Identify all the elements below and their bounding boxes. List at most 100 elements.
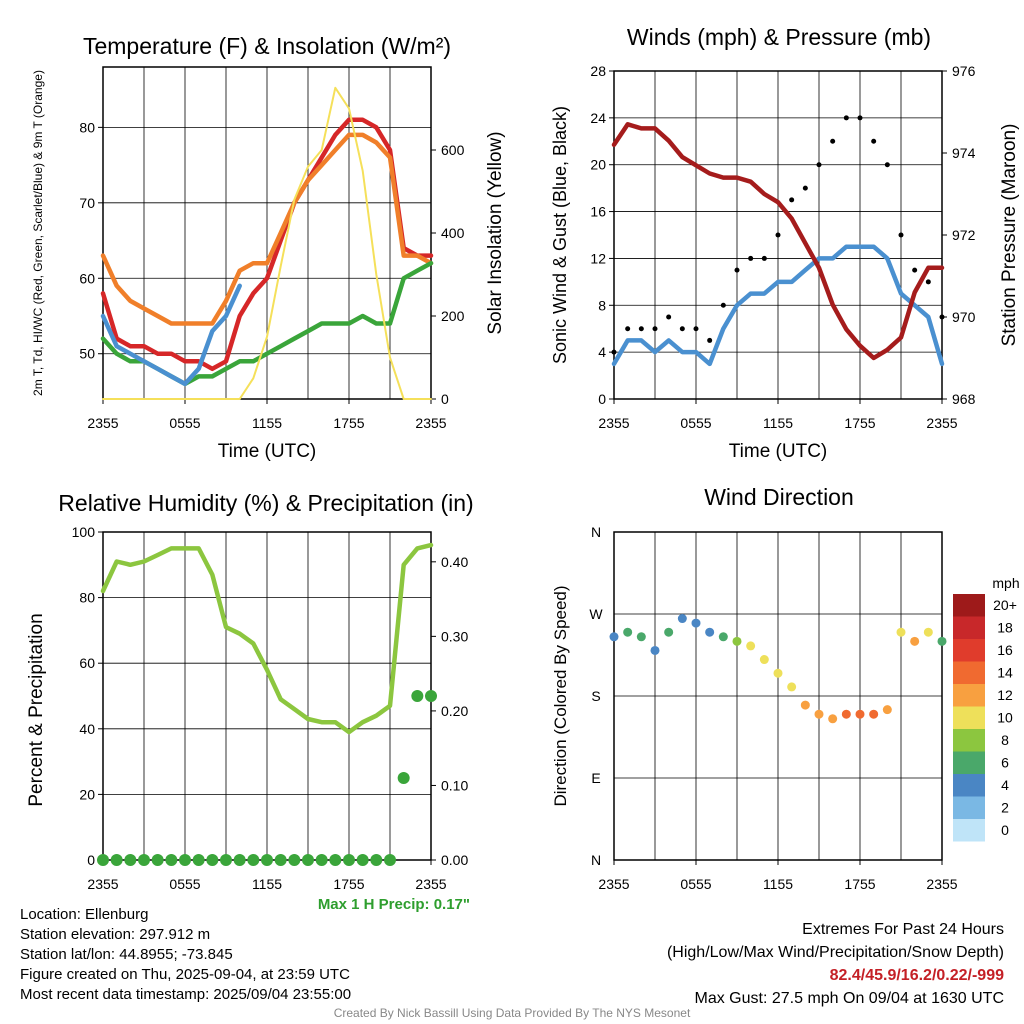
direction-point	[787, 682, 797, 692]
gust-point	[679, 326, 685, 332]
precip-point	[97, 854, 109, 866]
x-tick-label: 1155	[252, 415, 282, 431]
x-tick-label: 2355	[415, 876, 446, 892]
y-axis-label: Direction (Colored By Speed)	[551, 585, 570, 806]
panel-wind-direction: Wind Direction 2355 0555 1155 1755 2355 N E S W N…	[551, 484, 1020, 892]
x-tick-label: 0555	[680, 876, 711, 892]
y2-axis-label: Station Pressure (Maroon)	[999, 124, 1020, 347]
legend-label: 18	[997, 620, 1013, 636]
series-group	[609, 614, 947, 724]
gust-point	[652, 326, 658, 332]
direction-point	[910, 636, 920, 646]
x-tick-label: 2355	[415, 415, 446, 431]
y-axis-label: Sonic Wind & Gust (Blue, Black)	[550, 106, 570, 364]
precip-point	[165, 854, 178, 866]
y2-tick-label: 600	[441, 142, 465, 158]
panel-temperature: Temperature (F) & Insolation (W/m²) 2355…	[31, 33, 506, 462]
x-axis-label: Time (UTC)	[729, 441, 828, 462]
series-line-rh	[100, 542, 434, 735]
precip-point	[110, 854, 123, 866]
y-tick-label: 28	[590, 63, 606, 79]
gust-point	[693, 326, 699, 332]
legend-label: 12	[997, 687, 1013, 703]
direction-point	[718, 632, 728, 642]
gust-point	[925, 279, 931, 285]
precip-point	[233, 854, 246, 866]
gust-point	[857, 115, 863, 121]
x-tick-label: 2355	[87, 876, 118, 892]
series-line-2m-t	[100, 117, 434, 372]
x-tick-label: 1755	[333, 415, 364, 431]
precip-point	[151, 854, 164, 866]
x-tick-label: 1155	[252, 876, 282, 892]
series-group	[611, 115, 945, 367]
max-precip-note: Max 1 H Precip: 0.17"	[317, 896, 470, 913]
precip-point	[425, 690, 437, 702]
gust-point	[871, 138, 877, 144]
x-tick-label: 1755	[333, 876, 364, 892]
direction-point	[732, 636, 742, 646]
y-tick-label: 80	[79, 590, 95, 606]
precip-point	[343, 854, 355, 866]
gust-point	[898, 232, 904, 238]
series-line-pressure	[611, 122, 945, 361]
legend-label: 8	[1001, 732, 1009, 748]
series-line-hi-wc	[100, 283, 242, 387]
y-tick-label: 40	[79, 721, 95, 737]
y2-axis-label: Solar Insolation (Yellow)	[485, 131, 506, 334]
gridlines	[103, 532, 431, 860]
x-tick-label: 0555	[169, 876, 200, 892]
legend-swatch	[953, 819, 985, 842]
legend-label: 14	[997, 665, 1013, 681]
legend-swatch	[953, 616, 985, 639]
axes: 2355 0555 1155 1755 2355 N E S W N	[589, 524, 957, 892]
precip-point	[261, 854, 273, 866]
series-group	[97, 542, 437, 866]
y-tick-label: 4	[598, 344, 606, 360]
series-group	[100, 86, 434, 400]
axes: 2355 0555 1155 1755 2355 0 4 8 12 16 20 24 28 968 970 9…	[590, 63, 975, 431]
axes: 2355 0555 1155 1755 2355 50 60 70 80 0 200 400 600	[79, 119, 464, 431]
direction-point	[623, 627, 633, 637]
gridlines	[614, 532, 942, 860]
gust-point	[802, 185, 808, 191]
y-tick-label: 80	[79, 119, 95, 135]
x-tick-label: 1755	[844, 876, 875, 892]
panel-winds: Winds (mph) & Pressure (mb) 2355 0555 1155…	[550, 24, 1020, 462]
max-gust: Max Gust: 27.5 mph On 09/04 at 1630 UTC	[694, 990, 1005, 1007]
legend-label: 20+	[993, 597, 1017, 613]
series-line-wind	[611, 244, 945, 367]
y-tick-label: 24	[590, 110, 606, 126]
direction-point	[759, 655, 769, 665]
direction-point	[636, 632, 646, 642]
x-tick-label: 0555	[680, 415, 711, 431]
station-elevation: Station elevation: 297.912 m	[20, 926, 211, 943]
legend-label: 6	[1001, 755, 1009, 771]
y2-tick-label: 400	[441, 225, 465, 241]
y-tick-label: E	[591, 770, 600, 786]
y-tick-label: S	[591, 688, 600, 704]
x-tick-label: 2355	[598, 415, 629, 431]
legend-label: 0	[1001, 822, 1009, 838]
precip-point	[138, 854, 150, 866]
legend-title: mph	[992, 575, 1019, 591]
series-line-9m-t	[100, 132, 434, 326]
station-info: Location: Ellenburg Station elevation: 2…	[20, 905, 351, 1005]
direction-point	[691, 618, 701, 628]
x-tick-label: 1755	[844, 415, 875, 431]
precip-point	[302, 854, 314, 866]
y-tick-label: 60	[79, 270, 95, 286]
legend-swatch	[953, 796, 985, 819]
y2-tick-label: 0.10	[441, 777, 468, 793]
y2-tick-label: 976	[952, 63, 976, 79]
precip-point	[384, 854, 396, 866]
y-tick-label: N	[591, 852, 601, 868]
station-location: Location: Ellenburg	[20, 906, 149, 923]
y2-tick-label: 0.40	[441, 554, 468, 570]
direction-point	[882, 705, 892, 715]
precip-point	[124, 854, 137, 866]
y-tick-label: 0	[598, 391, 606, 407]
y2-tick-label: 972	[952, 227, 976, 243]
legend-label: 2	[1001, 800, 1009, 816]
